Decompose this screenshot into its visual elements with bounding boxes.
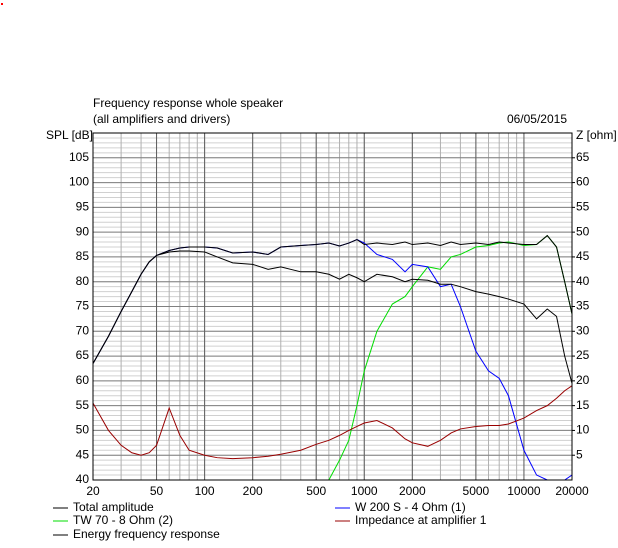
y2-tick-label: 55 [576, 200, 590, 214]
y-tick-label: 75 [76, 299, 90, 313]
y2-tick-label: 35 [576, 299, 590, 313]
y2-tick-label: 30 [576, 323, 590, 337]
legend-label: Total amplitude [73, 500, 154, 514]
y2-tick-label: 40 [576, 274, 590, 288]
x-tick-label: 500 [306, 484, 326, 498]
chart-title: Frequency response whole speaker [93, 96, 283, 110]
y-tick-label: 50 [76, 423, 90, 437]
series-line [93, 234, 572, 364]
x-tick-label: 5000 [463, 484, 490, 498]
legend-label: Energy frequency response [73, 527, 220, 541]
y2-tick-label: 10 [576, 423, 590, 437]
legend-label: W 200 S - 4 Ohm (1) [355, 500, 466, 514]
legend-label: Impedance at amplifier 1 [355, 513, 487, 527]
x-tick-label: 10000 [507, 484, 541, 498]
x-tick-label: 2000 [399, 484, 426, 498]
series-line [93, 385, 572, 460]
y-tick-label: 65 [76, 348, 90, 362]
y2-tick-label: 45 [576, 249, 590, 263]
series-line [93, 250, 572, 384]
grid [92, 133, 573, 481]
y-tick-label: 40 [76, 472, 90, 486]
x-tick-label: 20 [86, 484, 100, 498]
y-tick-label: 100 [69, 175, 89, 189]
y2-axis-label: Z [ohm] [576, 128, 617, 142]
legend-label: TW 70 - 8 Ohm (2) [73, 513, 173, 527]
y-tick-label: 90 [76, 224, 90, 238]
y2-tick-label: 25 [576, 348, 590, 362]
y-tick-label: 55 [76, 398, 90, 412]
y2-tick-label: 15 [576, 398, 590, 412]
y2-tick-label: 5 [576, 447, 583, 461]
chart-date: 06/05/2015 [507, 112, 567, 126]
x-tick-label: 100 [195, 484, 215, 498]
x-tick-label: 20000 [555, 484, 589, 498]
y-tick-label: 105 [69, 150, 89, 164]
x-tick-label: 50 [150, 484, 164, 498]
y2-tick-label: 20 [576, 373, 590, 387]
y-tick-label: 70 [76, 323, 90, 337]
y-tick-label: 95 [76, 200, 90, 214]
x-tick-label: 200 [243, 484, 263, 498]
x-tick-label: 1000 [351, 484, 378, 498]
y-tick-label: 60 [76, 373, 90, 387]
y2-tick-label: 65 [576, 150, 590, 164]
plot-lines [93, 234, 572, 480]
y-axis-label: SPL [dB] [46, 128, 93, 142]
y-tick-label: 45 [76, 447, 90, 461]
y-tick-label: 80 [76, 274, 90, 288]
labels: 40 45 50 55 60 65 70 75 80 85 90 95 100 105 5 10 15 20 25 3… [53, 132, 590, 541]
marker-dot [1, 3, 3, 5]
y-tick-label: 85 [76, 249, 90, 263]
y2-tick-label: 50 [576, 224, 590, 238]
chart-subtitle: (all amplifiers and drivers) [93, 112, 230, 126]
plot-frame [92, 132, 573, 481]
y2-tick-label: 60 [576, 175, 590, 189]
